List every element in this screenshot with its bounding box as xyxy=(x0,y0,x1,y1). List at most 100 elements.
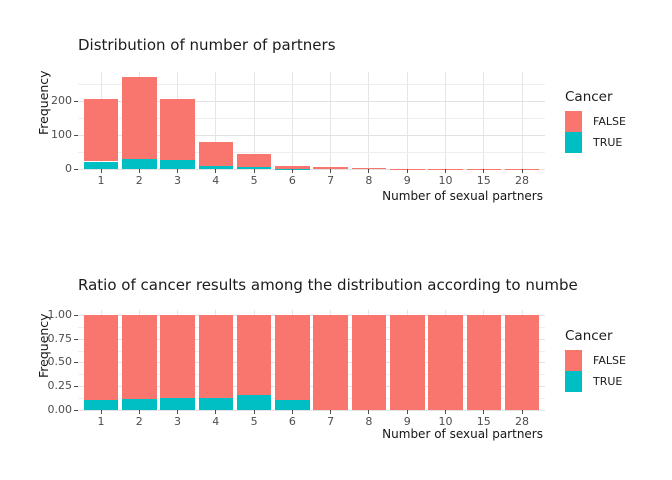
x-tick-mark xyxy=(138,169,140,173)
minor-gridline xyxy=(78,117,545,119)
x-tick-mark xyxy=(521,169,523,173)
legend-label-true: TRUE xyxy=(593,136,623,149)
x-tick-mark xyxy=(445,410,446,414)
minor-gridline xyxy=(78,326,545,328)
bar-segment-true xyxy=(198,397,234,410)
minor-gridline xyxy=(78,398,545,400)
x-tick-label: 28 xyxy=(515,415,529,428)
y-tick-label: 0.00 xyxy=(47,403,73,416)
bar-segment-true xyxy=(236,166,272,169)
x-tick-mark xyxy=(138,410,140,414)
legend-swatch-true xyxy=(565,132,582,153)
x-tick-label: 8 xyxy=(365,415,373,428)
vertical-gridline xyxy=(291,72,293,169)
vertical-gridline xyxy=(368,72,370,169)
y-tick-mark xyxy=(74,362,78,364)
y-tick-label: 0.75 xyxy=(47,331,73,345)
bar-segment-true xyxy=(160,160,195,169)
x-tick-mark xyxy=(330,410,332,414)
legend-title: Cancer xyxy=(565,89,613,105)
x-tick-mark xyxy=(291,169,293,173)
y-tick-label: 200 xyxy=(51,93,72,107)
bar-segment-false xyxy=(351,167,387,169)
bar-segment-true xyxy=(83,399,119,410)
bar-segment-false xyxy=(390,314,425,410)
legend-label-true: TRUE xyxy=(593,375,623,388)
x-tick-label: 4 xyxy=(212,174,220,187)
vertical-gridline xyxy=(253,72,255,169)
x-tick-mark xyxy=(330,169,332,173)
distribution-x-axis-label: Number of sexual partners xyxy=(382,189,543,203)
y-tick-mark xyxy=(74,100,78,102)
major-gridline xyxy=(78,338,545,340)
x-tick-mark xyxy=(177,410,178,414)
legend-item-false: FALSE xyxy=(565,111,672,132)
legend-ratio: Cancer FALSE TRUE xyxy=(565,328,672,392)
x-tick-mark xyxy=(253,169,255,173)
x-tick-mark xyxy=(253,410,255,414)
bar-segment-true xyxy=(83,161,119,169)
x-tick-label: 15 xyxy=(476,174,491,187)
x-tick-mark xyxy=(521,410,523,414)
bar-segment-true xyxy=(122,158,157,169)
bar-segment-false xyxy=(83,314,119,400)
vertical-gridline xyxy=(330,72,332,169)
x-tick-mark xyxy=(483,410,485,414)
bar-segment-false xyxy=(236,154,272,167)
bar-segment-false xyxy=(275,314,310,401)
y-tick-label: 1.00 xyxy=(47,307,73,321)
x-tick-label: 2 xyxy=(135,174,143,187)
major-gridline xyxy=(78,100,545,102)
x-tick-label: 15 xyxy=(476,415,491,428)
bar-segment-false xyxy=(160,314,195,398)
major-gridline xyxy=(78,386,545,388)
bar-segment-false xyxy=(83,99,119,162)
x-tick-label: 10 xyxy=(438,174,453,187)
legend-distribution: Cancer FALSE TRUE xyxy=(565,89,672,153)
y-tick-mark xyxy=(74,314,78,316)
x-tick-mark xyxy=(406,169,408,173)
legend-item-false: FALSE xyxy=(565,350,672,371)
bar-segment-false xyxy=(122,314,157,400)
x-tick-mark xyxy=(291,410,293,414)
x-tick-label: 6 xyxy=(288,174,296,187)
bar-segment-false xyxy=(313,314,348,410)
vertical-gridline xyxy=(483,72,485,169)
y-tick-label: 0.50 xyxy=(47,355,73,369)
x-tick-mark xyxy=(215,410,217,414)
bar-segment-true xyxy=(160,398,195,410)
major-gridline xyxy=(78,314,545,316)
x-tick-label: 28 xyxy=(515,174,529,187)
legend-swatch-false xyxy=(565,350,582,371)
bar-segment-false xyxy=(313,167,348,169)
x-tick-label: 1 xyxy=(97,174,105,187)
major-gridline xyxy=(78,135,545,136)
x-tick-label: 1 xyxy=(97,415,105,428)
bar-segment-false xyxy=(466,314,501,410)
y-tick-mark xyxy=(74,410,78,411)
bar-segment-false xyxy=(198,142,234,166)
plot-panel xyxy=(78,310,545,411)
minor-gridline xyxy=(78,152,545,153)
bar-segment-false xyxy=(428,314,463,410)
x-tick-mark xyxy=(483,169,485,173)
legend-item-true: TRUE xyxy=(565,132,672,153)
bar-segment-false xyxy=(275,165,310,169)
major-gridline xyxy=(78,169,545,170)
legend-swatch-false xyxy=(565,111,582,132)
minor-gridline xyxy=(78,374,545,376)
legend-label-false: FALSE xyxy=(593,354,626,367)
ratio-chart-title: Ratio of cancer results among the distri… xyxy=(78,276,578,294)
x-tick-mark xyxy=(100,169,102,173)
bar-segment-true xyxy=(198,165,234,169)
x-tick-label: 5 xyxy=(250,174,258,187)
x-tick-label: 6 xyxy=(288,415,296,428)
y-tick-mark xyxy=(74,338,78,340)
major-gridline xyxy=(78,410,545,411)
legend-swatch-true xyxy=(565,371,582,392)
legend-label-false: FALSE xyxy=(593,115,626,128)
legend-item-true: TRUE xyxy=(565,371,672,392)
x-tick-label: 3 xyxy=(174,415,181,428)
vertical-gridline xyxy=(406,72,408,169)
